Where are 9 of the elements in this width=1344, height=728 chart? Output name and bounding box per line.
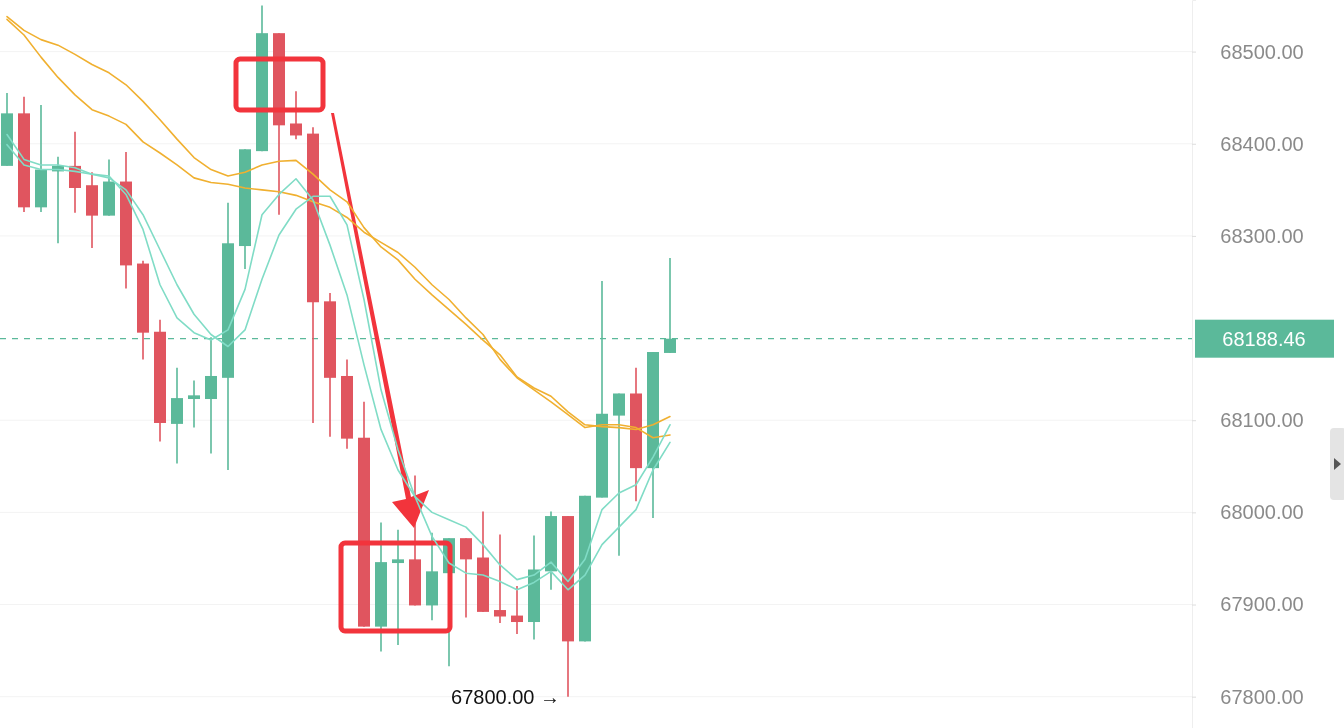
annotation: 67800.00 → bbox=[451, 685, 560, 708]
ref-line-label: 68188.46 bbox=[1222, 327, 1306, 350]
y-tick-label: 68400.00 bbox=[1220, 132, 1304, 155]
y-tick-label: 68000.00 bbox=[1220, 501, 1304, 524]
y-tick-label: 67800.00 bbox=[1220, 685, 1304, 708]
y-tick-label: 68100.00 bbox=[1220, 409, 1304, 432]
y-tick-label: 67900.00 bbox=[1220, 593, 1304, 616]
y-tick-label: 68300.00 bbox=[1220, 224, 1304, 247]
y-tick-label: 68500.00 bbox=[1220, 40, 1304, 63]
